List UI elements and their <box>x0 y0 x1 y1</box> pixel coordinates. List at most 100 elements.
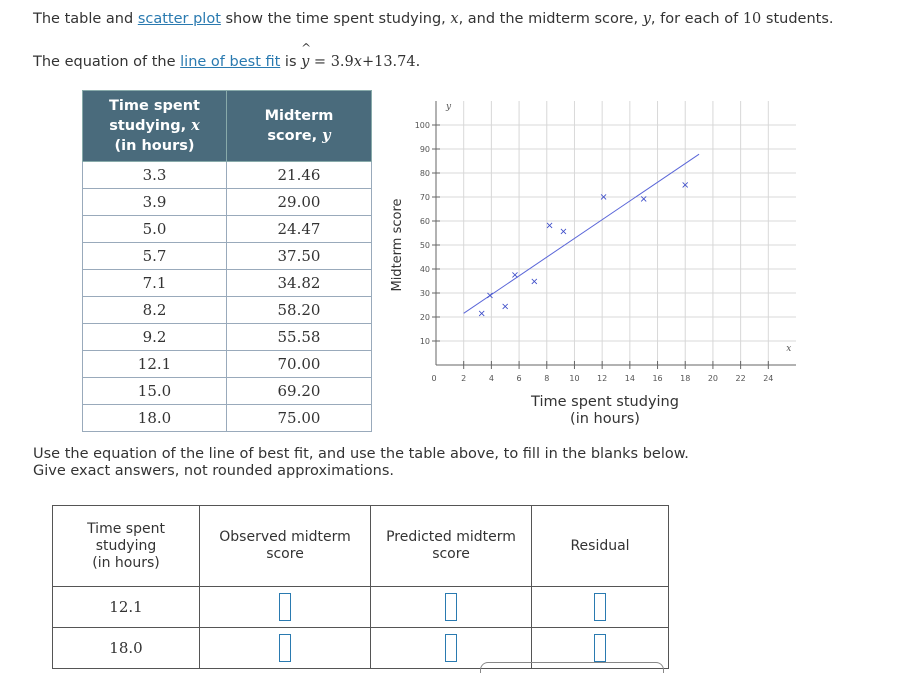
predicted-score-input[interactable] <box>445 634 457 662</box>
hat-symbol: ^ <box>301 41 312 55</box>
y-axis-var: y <box>445 102 452 112</box>
score-value: 24.47 <box>226 215 372 243</box>
predicted-score-input[interactable] <box>445 593 457 621</box>
y-tick-label: 30 <box>420 289 430 298</box>
data-table: Time spent studying, x (in hours) Midter… <box>82 90 372 432</box>
x-tick-label: 10 <box>569 374 579 383</box>
residual-input[interactable] <box>594 634 606 662</box>
y-tick-label: 70 <box>420 193 430 202</box>
data-point: × <box>486 290 494 301</box>
instructions-line: Give exact answers, not rounded approxim… <box>33 463 395 479</box>
observed-score-input[interactable] <box>279 634 291 662</box>
data-row: 8.2 58.20 <box>82 296 372 324</box>
data-point: × <box>501 301 509 312</box>
observed-cell <box>199 586 371 628</box>
data-point: × <box>599 192 607 203</box>
data-row: 18.0 75.00 <box>82 404 372 432</box>
header-var: x <box>191 117 200 134</box>
data-point: × <box>530 276 538 287</box>
y-tick-label: 90 <box>420 145 430 154</box>
x-tick-label: 2 <box>461 374 466 383</box>
x-tick-label: 22 <box>736 374 746 383</box>
fill-row: 12.1 <box>52 586 669 628</box>
data-point: × <box>545 220 553 231</box>
equation-coefficient: = 3.9 <box>309 54 354 70</box>
header-line: studying, <box>109 118 192 134</box>
time-value: 3.3 <box>82 161 227 189</box>
residual-input[interactable] <box>594 593 606 621</box>
data-row: 9.2 55.58 <box>82 323 372 351</box>
x-tick-label: 14 <box>625 374 635 383</box>
time-value: 5.0 <box>82 215 227 243</box>
observed-score-input[interactable] <box>279 593 291 621</box>
header-line: studying <box>95 537 157 554</box>
equation-intercept: +13.74. <box>361 54 421 70</box>
x-axis-title: Time spent studying (in hours) <box>520 394 690 428</box>
y-tick-label: 60 <box>420 217 430 226</box>
scatter-plot-link[interactable]: scatter plot <box>137 11 221 27</box>
line-of-best-fit <box>463 153 700 314</box>
x-tick-label: 16 <box>652 374 662 383</box>
y-tick-label: 10 <box>420 337 430 346</box>
fill-in-table: Time spent studying (in hours) Observed … <box>52 505 669 669</box>
header-line: score <box>266 546 304 562</box>
fill-time-value: 12.1 <box>52 586 200 628</box>
score-value: 37.50 <box>226 242 372 270</box>
score-value: 58.20 <box>226 296 372 324</box>
x-axis-title-line: Time spent studying <box>531 394 679 410</box>
equation-text-part: is <box>280 54 302 70</box>
fill-header-observed: Observed midterm score <box>199 505 371 587</box>
time-value: 5.7 <box>82 242 227 270</box>
y-axis-title: Midterm score <box>390 198 405 291</box>
header-line: Predicted midterm <box>386 529 516 545</box>
time-value: 9.2 <box>82 323 227 351</box>
x-axis-title-line: (in hours) <box>570 411 640 427</box>
predicted-cell <box>370 586 532 628</box>
x-tick-label: 20 <box>708 374 718 383</box>
data-row: 5.7 37.50 <box>82 242 372 270</box>
x-tick-label: 24 <box>763 374 773 383</box>
header-time-spent: Time spent studying, x (in hours) <box>82 90 227 162</box>
fill-header-residual: Residual <box>531 505 669 587</box>
score-value: 70.00 <box>226 350 372 378</box>
data-row: 15.0 69.20 <box>82 377 372 405</box>
data-point: × <box>477 308 485 319</box>
y-hat-letter: y <box>301 54 310 70</box>
data-row: 3.3 21.46 <box>82 161 372 189</box>
time-value: 18.0 <box>82 404 227 432</box>
data-point: × <box>639 194 647 205</box>
scatter-plot: 2 4 6 8 10 12 14 16 18 20 22 2410203040506070809010… <box>390 101 796 383</box>
score-value: 21.46 <box>226 161 372 189</box>
header-line: Time spent <box>87 520 165 537</box>
x-tick-label: 18 <box>680 374 690 383</box>
header-line: (in hours) <box>114 138 195 154</box>
score-value: 29.00 <box>226 188 372 216</box>
x-tick-label: 6 <box>517 374 522 383</box>
instructions: Use the equation of the line of best fit… <box>33 446 689 480</box>
equation-x: x <box>353 54 362 70</box>
time-value: 8.2 <box>82 296 227 324</box>
intro-text-part: , and the midterm score, <box>458 11 643 27</box>
equation-text: The equation of the line of best fit is … <box>33 41 421 70</box>
header-line: Residual <box>570 537 630 554</box>
y-tick-label: 80 <box>420 169 430 178</box>
score-value: 34.82 <box>226 269 372 297</box>
fill-header-predicted: Predicted midterm score <box>370 505 532 587</box>
equation-text-part: The equation of the <box>33 54 181 70</box>
line-of-best-fit-link[interactable]: line of best fit <box>180 54 281 70</box>
intro-text-part: students. <box>761 11 834 27</box>
header-line: Midterm <box>264 108 334 124</box>
header-line: score, <box>267 128 323 144</box>
header-var: y <box>322 127 331 144</box>
x-tick-label: 8 <box>544 374 549 383</box>
header-midterm-score: Midterm score, y <box>226 90 372 162</box>
data-row: 5.0 24.47 <box>82 215 372 243</box>
student-count: 10 <box>742 11 762 27</box>
score-value: 69.20 <box>226 377 372 405</box>
time-value: 7.1 <box>82 269 227 297</box>
time-value: 3.9 <box>82 188 227 216</box>
data-row: 12.1 70.00 <box>82 350 372 378</box>
observed-cell <box>199 627 371 669</box>
intro-text-part: show the time spent studying, <box>220 11 451 27</box>
time-value: 15.0 <box>82 377 227 405</box>
